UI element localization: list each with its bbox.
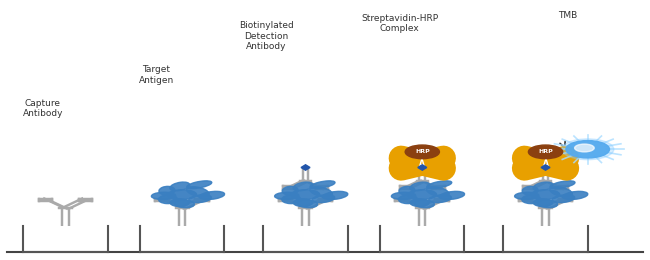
Ellipse shape (275, 192, 299, 199)
Ellipse shape (429, 195, 451, 203)
Ellipse shape (187, 181, 212, 188)
Text: Target
Antigen: Target Antigen (138, 65, 174, 85)
Ellipse shape (168, 190, 196, 199)
Ellipse shape (159, 186, 175, 195)
Ellipse shape (439, 191, 465, 199)
Text: A: A (543, 159, 549, 168)
Ellipse shape (188, 195, 211, 203)
Ellipse shape (398, 195, 417, 204)
Ellipse shape (199, 191, 225, 199)
Ellipse shape (174, 200, 194, 208)
Ellipse shape (552, 195, 575, 203)
Ellipse shape (298, 200, 318, 208)
Ellipse shape (562, 191, 588, 199)
Circle shape (562, 139, 614, 160)
Polygon shape (301, 165, 310, 170)
Circle shape (405, 145, 439, 159)
Text: HRP: HRP (538, 150, 553, 154)
Text: Streptavidin-HRP
Complex: Streptavidin-HRP Complex (361, 14, 438, 33)
Ellipse shape (309, 187, 332, 197)
Circle shape (528, 145, 563, 159)
Text: Biotinylated
Detection
Antibody: Biotinylated Detection Antibody (239, 21, 294, 51)
Ellipse shape (410, 199, 429, 206)
Ellipse shape (538, 200, 558, 208)
Ellipse shape (391, 192, 416, 199)
Ellipse shape (522, 195, 541, 204)
Circle shape (566, 141, 610, 158)
Ellipse shape (399, 186, 415, 195)
Ellipse shape (534, 199, 552, 206)
Ellipse shape (151, 192, 176, 199)
Text: HRP: HRP (415, 150, 430, 154)
Ellipse shape (293, 182, 313, 191)
Ellipse shape (522, 186, 538, 195)
Ellipse shape (170, 199, 189, 206)
Ellipse shape (515, 192, 539, 199)
Ellipse shape (426, 187, 449, 197)
Ellipse shape (291, 190, 320, 199)
Ellipse shape (414, 200, 434, 208)
Ellipse shape (322, 191, 348, 199)
Ellipse shape (281, 195, 301, 204)
Ellipse shape (410, 182, 430, 191)
Ellipse shape (187, 187, 209, 197)
Ellipse shape (310, 181, 335, 188)
Ellipse shape (550, 181, 575, 188)
Ellipse shape (426, 181, 452, 188)
Text: A: A (419, 159, 425, 168)
Ellipse shape (550, 187, 573, 197)
Ellipse shape (170, 182, 190, 191)
Ellipse shape (159, 195, 177, 204)
Ellipse shape (282, 186, 298, 195)
Ellipse shape (293, 199, 313, 206)
Text: Capture
Antibody: Capture Antibody (23, 99, 63, 118)
Polygon shape (541, 165, 550, 170)
Ellipse shape (312, 195, 335, 203)
Ellipse shape (533, 182, 553, 191)
Circle shape (575, 144, 594, 152)
Ellipse shape (531, 190, 560, 199)
Text: TMB: TMB (558, 11, 578, 20)
Ellipse shape (408, 190, 436, 199)
Polygon shape (418, 165, 427, 170)
